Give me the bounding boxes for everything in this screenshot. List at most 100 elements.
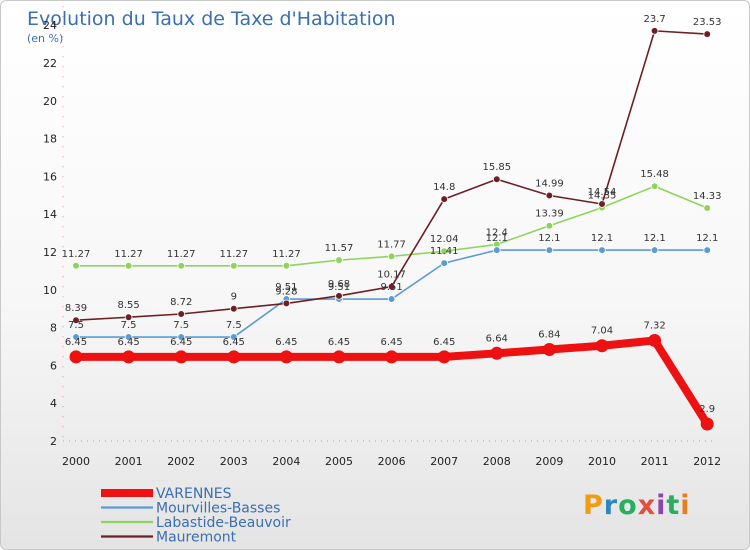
data-label: 15.48 [640, 169, 669, 180]
data-point [700, 417, 714, 431]
data-label: 7.04 [591, 326, 613, 337]
data-label: 14.8 [433, 182, 455, 193]
chart-title: Evolution du Taux de Taxe d'Habitation [27, 8, 396, 30]
data-label: 12.04 [430, 234, 459, 245]
legend-label: VARENNES [156, 486, 232, 502]
data-point [542, 343, 556, 357]
data-label: 11.27 [62, 249, 91, 260]
x-tick-label: 2001 [115, 455, 143, 468]
data-label: 6.84 [538, 330, 560, 341]
data-point [598, 246, 606, 254]
data-point [69, 350, 83, 364]
logo-letter: o [618, 490, 638, 521]
data-label: 6.45 [328, 337, 350, 348]
data-point [440, 195, 449, 203]
legend-label: Mauremont [156, 530, 237, 546]
data-point [703, 30, 711, 38]
logo-letter: i [656, 490, 667, 521]
x-tick-label: 2011 [641, 455, 669, 468]
x-tick-label: 2004 [272, 455, 300, 468]
data-label: 9.51 [328, 282, 350, 293]
data-label: 6.45 [275, 337, 297, 348]
data-label: 7.5 [68, 320, 84, 331]
data-label: 6.45 [65, 337, 87, 348]
data-point [492, 175, 501, 184]
data-point [332, 350, 346, 364]
data-point [490, 346, 504, 360]
data-label: 23.7 [643, 14, 665, 25]
data-label: 6.45 [223, 337, 245, 348]
data-label: 8.72 [170, 297, 192, 308]
data-point [595, 339, 609, 353]
data-label: 7.32 [643, 320, 665, 331]
data-label: 6.45 [433, 337, 455, 348]
chart-subtitle: (en %) [27, 32, 63, 45]
data-label: 11.57 [325, 243, 354, 254]
x-tick-label: 2003 [220, 455, 248, 468]
logo-letter: t [666, 490, 681, 521]
data-point [703, 246, 711, 254]
logo-letter: r [603, 490, 619, 521]
data-label: 11.27 [219, 249, 248, 260]
data-label: 8.39 [65, 303, 87, 314]
data-label: 9.68 [328, 279, 350, 290]
data-point [282, 299, 291, 308]
data-label: 6.45 [380, 337, 402, 348]
legend-label: Labastide-Beauvoir [156, 515, 291, 531]
x-tick-label: 2012 [693, 455, 721, 468]
data-point [177, 310, 186, 318]
data-point [598, 200, 606, 208]
data-point [230, 261, 238, 270]
y-tick-label: 20 [43, 95, 57, 108]
data-point [230, 333, 238, 341]
data-label: 6.64 [486, 333, 508, 344]
data-point [545, 191, 554, 200]
data-label: 13.39 [535, 209, 564, 220]
data-label: 6.45 [117, 337, 139, 348]
logo-letter: i [680, 490, 691, 521]
legend: VARENNESMourvilles-BassesLabastide-Beauv… [101, 486, 291, 546]
x-tick-label: 2009 [535, 455, 563, 468]
data-label: 12.4 [486, 227, 508, 238]
data-label: 11.27 [167, 249, 196, 260]
data-label: 23.53 [693, 17, 722, 28]
data-point [124, 313, 133, 322]
y-tick-label: 12 [43, 246, 57, 259]
data-point [650, 182, 659, 191]
data-point [335, 256, 343, 264]
data-point [545, 246, 554, 254]
data-point [72, 316, 80, 325]
data-label-layer: 11.27 11.27 11.27 11.27 11.27 11.57 11.77 12.04… [62, 14, 722, 415]
data-point [387, 282, 396, 291]
data-label: 11.27 [272, 249, 301, 260]
logo-letter: x [637, 490, 657, 521]
data-point [282, 261, 291, 270]
data-point [440, 259, 449, 267]
data-point [648, 333, 662, 347]
data-label: 6.45 [170, 337, 192, 348]
data-label: 7.5 [173, 320, 189, 331]
data-label: 14.54 [588, 187, 617, 198]
data-point [650, 27, 659, 35]
data-point [72, 333, 80, 341]
y-tick-label: 24 [43, 19, 57, 32]
data-label: 7.5 [226, 320, 242, 331]
data-label: 9.28 [275, 286, 297, 297]
data-label: 9.51 [275, 282, 297, 293]
data-label: 10.17 [377, 270, 406, 281]
data-label: 12.1 [538, 233, 560, 244]
x-tick-label: 2008 [483, 455, 511, 468]
data-label: 11.77 [377, 239, 406, 250]
y-tick-label: 2 [50, 435, 57, 448]
data-label: 9.51 [380, 282, 402, 293]
data-point [279, 350, 293, 364]
x-tick-label: 2007 [430, 455, 458, 468]
y-tick-label: 16 [43, 170, 57, 183]
data-point [492, 246, 501, 254]
data-label: 12.1 [591, 233, 613, 244]
data-point [545, 221, 554, 230]
y-tick-label: 22 [43, 57, 57, 70]
